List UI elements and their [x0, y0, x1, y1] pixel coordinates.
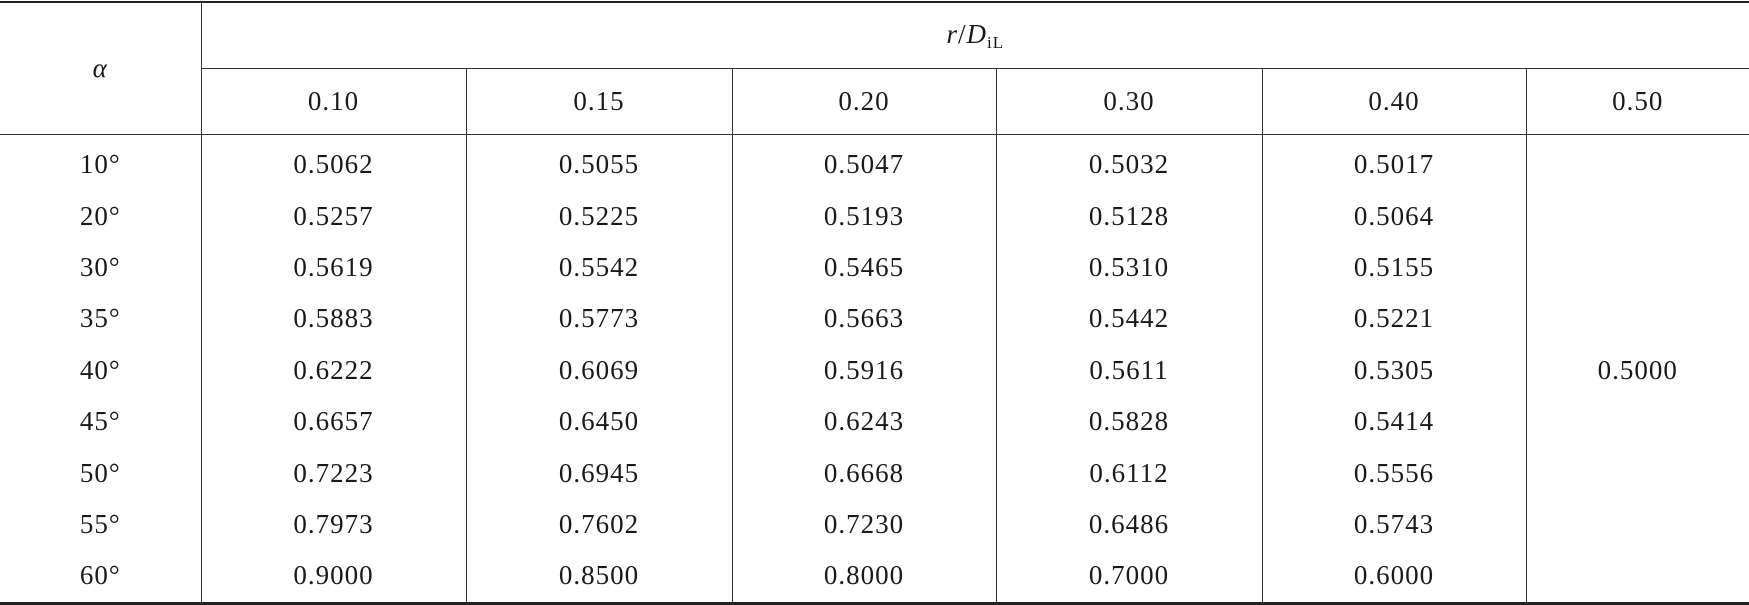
cell: 0.5193 — [731, 190, 996, 242]
ratio-var: r — [946, 18, 958, 49]
cell: 0.6112 — [995, 447, 1262, 499]
table-row: 60° 0.9000 0.8500 0.8000 0.7000 0.6000 — [0, 550, 1749, 604]
column-header: 0.50 — [1525, 68, 1749, 135]
cell: 0.7602 — [465, 498, 732, 551]
column-header: 0.10 — [200, 68, 466, 135]
cell: 0.5221 — [1261, 293, 1526, 345]
table-row: 40° 0.6222 0.6069 0.5916 0.5611 0.5305 — [0, 344, 1749, 396]
cell: 0.5062 — [200, 134, 466, 191]
cell: 0.8500 — [465, 550, 732, 604]
cell: 0.7973 — [200, 498, 466, 551]
cell: 0.5310 — [995, 241, 1262, 294]
cell: 0.5155 — [1261, 241, 1526, 294]
cell: 0.6945 — [465, 447, 732, 499]
cell: 0.6069 — [465, 344, 732, 396]
merged-cell: 0.5000 — [1525, 134, 1749, 604]
table-row: 55° 0.7973 0.7602 0.7230 0.6486 0.5743 — [0, 498, 1749, 551]
cell: 0.7230 — [731, 498, 996, 551]
cell: 0.5916 — [731, 344, 996, 396]
ratio-header: r/DiL — [200, 2, 1749, 69]
cell: 0.5773 — [465, 293, 732, 345]
table-row: 35° 0.5883 0.5773 0.5663 0.5442 0.5221 — [0, 293, 1749, 345]
cell: 0.8000 — [731, 550, 996, 604]
cell: 0.6243 — [731, 395, 996, 448]
cell: 0.5465 — [731, 241, 996, 294]
row-label: 45° — [79, 406, 121, 437]
cell: 0.9000 — [200, 550, 466, 604]
table-row: 10° 0.5062 0.5055 0.5047 0.5032 0.5017 0.5000 — [0, 134, 1749, 604]
column-header: 0.40 — [1261, 68, 1526, 135]
row-label: 20° — [79, 200, 121, 231]
table-row: 50° 0.7223 0.6945 0.6668 0.6112 0.5556 — [0, 447, 1749, 499]
row-label: 60° — [79, 560, 121, 591]
ratio-slash: / — [957, 18, 967, 49]
alpha-header: α — [0, 2, 201, 135]
cell: 0.5619 — [200, 241, 466, 294]
row-label: 40° — [79, 354, 121, 385]
cell: 0.5055 — [465, 134, 732, 191]
row-label: 55° — [79, 508, 121, 539]
row-label: 50° — [79, 457, 121, 488]
alpha-symbol: α — [92, 53, 108, 83]
cell: 0.6222 — [200, 344, 466, 396]
cell: 0.6000 — [1261, 550, 1526, 604]
row-label: 30° — [79, 251, 121, 282]
table-row: 30° 0.5619 0.5542 0.5465 0.5310 0.5155 — [0, 241, 1749, 294]
cell: 0.5064 — [1261, 190, 1526, 242]
cell: 0.6668 — [731, 447, 996, 499]
cell: 0.5017 — [1261, 134, 1526, 191]
cell: 0.6450 — [465, 395, 732, 448]
cell: 0.5542 — [465, 241, 732, 294]
cell: 0.5225 — [465, 190, 732, 242]
column-header: 0.30 — [995, 68, 1262, 135]
table-row: 45° 0.6657 0.6450 0.6243 0.5828 0.5414 — [0, 395, 1749, 448]
cell: 0.5305 — [1261, 344, 1526, 396]
cell: 0.5414 — [1261, 395, 1526, 448]
cell: 0.5828 — [995, 395, 1262, 448]
ratio-sub: iL — [986, 32, 1005, 52]
row-label: 35° — [79, 303, 121, 334]
cell: 0.5883 — [200, 293, 466, 345]
cell: 0.7223 — [200, 447, 466, 499]
cell: 0.5611 — [995, 344, 1262, 396]
cell: 0.5442 — [995, 293, 1262, 345]
cell: 0.5663 — [731, 293, 996, 345]
row-label: 10° — [79, 149, 121, 180]
column-header: 0.20 — [731, 68, 996, 135]
cell: 0.6657 — [200, 395, 466, 448]
cell: 0.6486 — [995, 498, 1262, 551]
cell: 0.5743 — [1261, 498, 1526, 551]
cell: 0.7000 — [995, 550, 1262, 604]
cell: 0.5556 — [1261, 447, 1526, 499]
ratio-d: D — [966, 18, 987, 49]
table-row: 20° 0.5257 0.5225 0.5193 0.5128 0.5064 — [0, 190, 1749, 242]
cell: 0.5257 — [200, 190, 466, 242]
cell: 0.5128 — [995, 190, 1262, 242]
cell: 0.5032 — [995, 134, 1262, 191]
cell: 0.5047 — [731, 134, 996, 191]
column-header: 0.15 — [465, 68, 732, 135]
